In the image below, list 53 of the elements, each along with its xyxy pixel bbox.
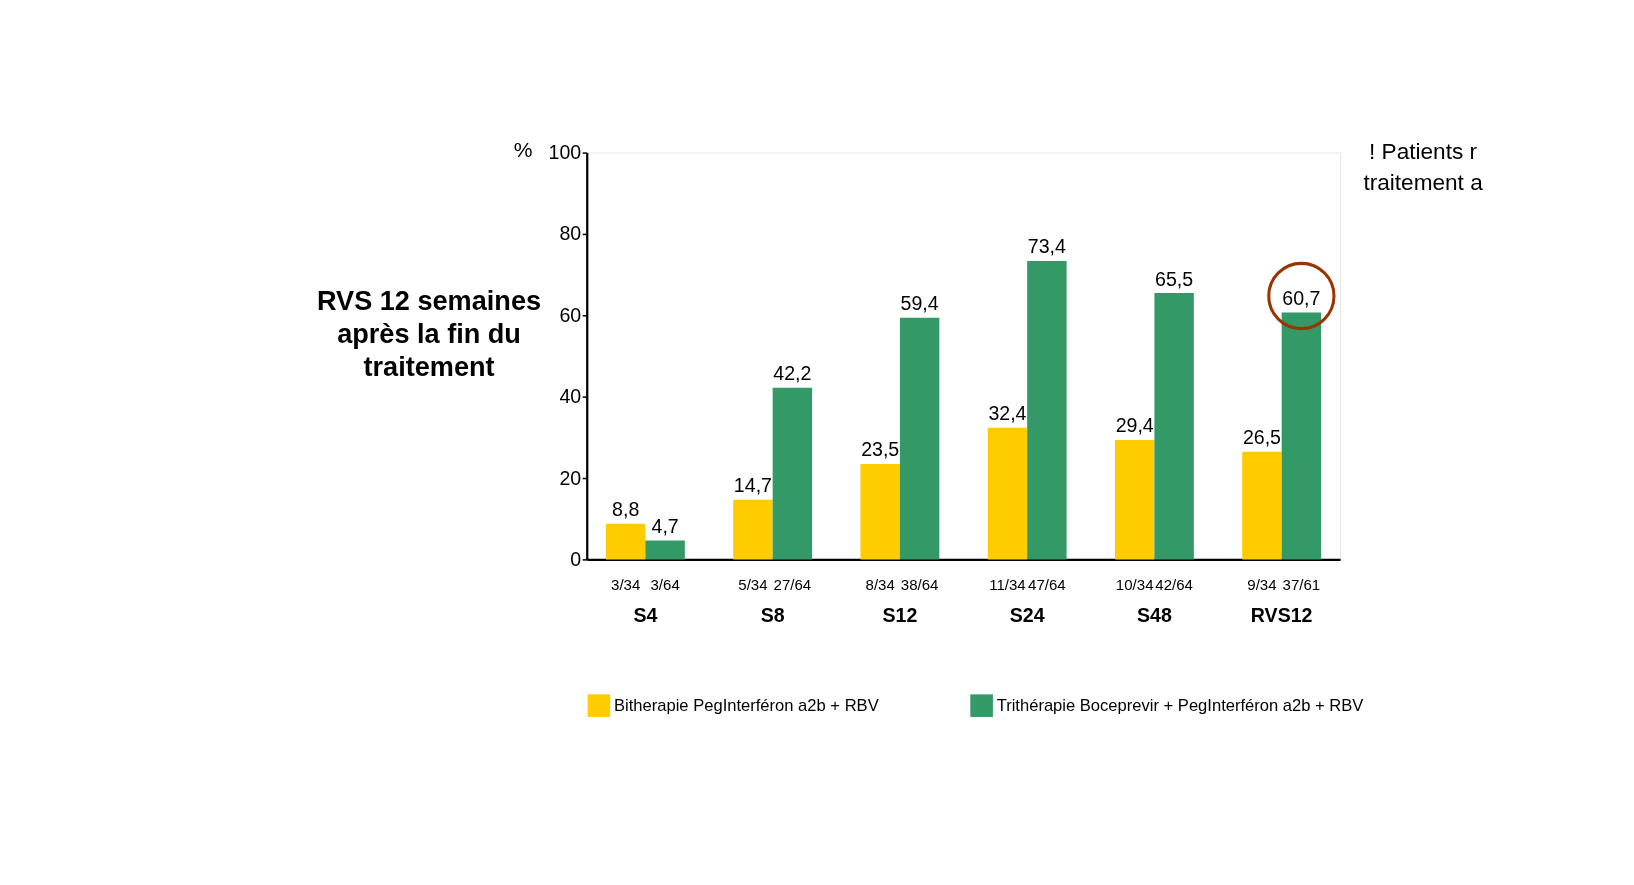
text: 11/34 <box>989 575 1026 593</box>
bar <box>645 540 685 560</box>
x-tick-label: S48 <box>1136 604 1172 627</box>
y-tick-label: 100 <box>548 141 582 164</box>
y-tick-label: 0 <box>570 547 582 570</box>
bar <box>733 499 773 560</box>
data-label: 8,8 <box>612 498 640 521</box>
text: 27/64 <box>773 575 812 593</box>
text: 47/64 <box>1028 575 1066 593</box>
data-label: 14,7 <box>733 474 772 497</box>
text: 37/61 <box>1282 575 1321 593</box>
x-tick-label: S12 <box>882 604 918 627</box>
y-tick-label: 40 <box>559 385 582 408</box>
data-label: 32,4 <box>988 402 1027 425</box>
text: 10/34 <box>1115 575 1154 593</box>
data-label: 60,7 <box>1282 287 1321 310</box>
data-label: 29,4 <box>1115 414 1154 437</box>
text: 38/64 <box>900 575 939 593</box>
bar <box>1027 260 1067 560</box>
y-tick-label: 60 <box>559 303 582 326</box>
text: 42/64 <box>1155 575 1193 593</box>
text: ! Patients r traitement a <box>1363 139 1484 195</box>
bar <box>1154 293 1194 560</box>
bar <box>860 463 900 560</box>
bar <box>772 387 813 560</box>
x-tick-label: S24 <box>1009 604 1045 627</box>
bar <box>1114 439 1155 560</box>
data-label: 23,5 <box>861 438 900 461</box>
text: 9/34 <box>1247 575 1277 593</box>
text: 8/34 <box>865 575 895 593</box>
data-label: 59,4 <box>900 292 939 315</box>
y-axis-title: RVS 12 semaines après la fin du traitement <box>317 284 542 383</box>
x-tick-label: RVS12 <box>1250 604 1313 627</box>
x-tick-label: S8 <box>760 604 785 627</box>
bar <box>987 427 1028 560</box>
legend-label: Bitherapie PegInterféron a2b + RBV <box>613 695 879 715</box>
data-label: 65,5 <box>1155 267 1194 290</box>
bar <box>1281 312 1322 560</box>
text: 5/34 <box>738 575 768 593</box>
bar <box>605 523 646 560</box>
data-label: 26,5 <box>1242 426 1282 449</box>
text: 3/34 <box>611 575 641 593</box>
data-label: 42,2 <box>773 362 812 385</box>
text: 3/64 <box>650 575 680 593</box>
text: % <box>513 138 533 162</box>
legend-label: Trithérapie Boceprevir + PegInterféron a2b + RBV <box>996 695 1364 715</box>
x-tick-label: S4 <box>633 604 658 627</box>
bar <box>1242 451 1282 560</box>
y-tick-label: 20 <box>559 466 582 489</box>
data-label: 4,7 <box>651 514 679 537</box>
y-tick-label: 80 <box>559 222 582 245</box>
data-label: 73,4 <box>1027 235 1067 258</box>
bar <box>899 317 940 560</box>
